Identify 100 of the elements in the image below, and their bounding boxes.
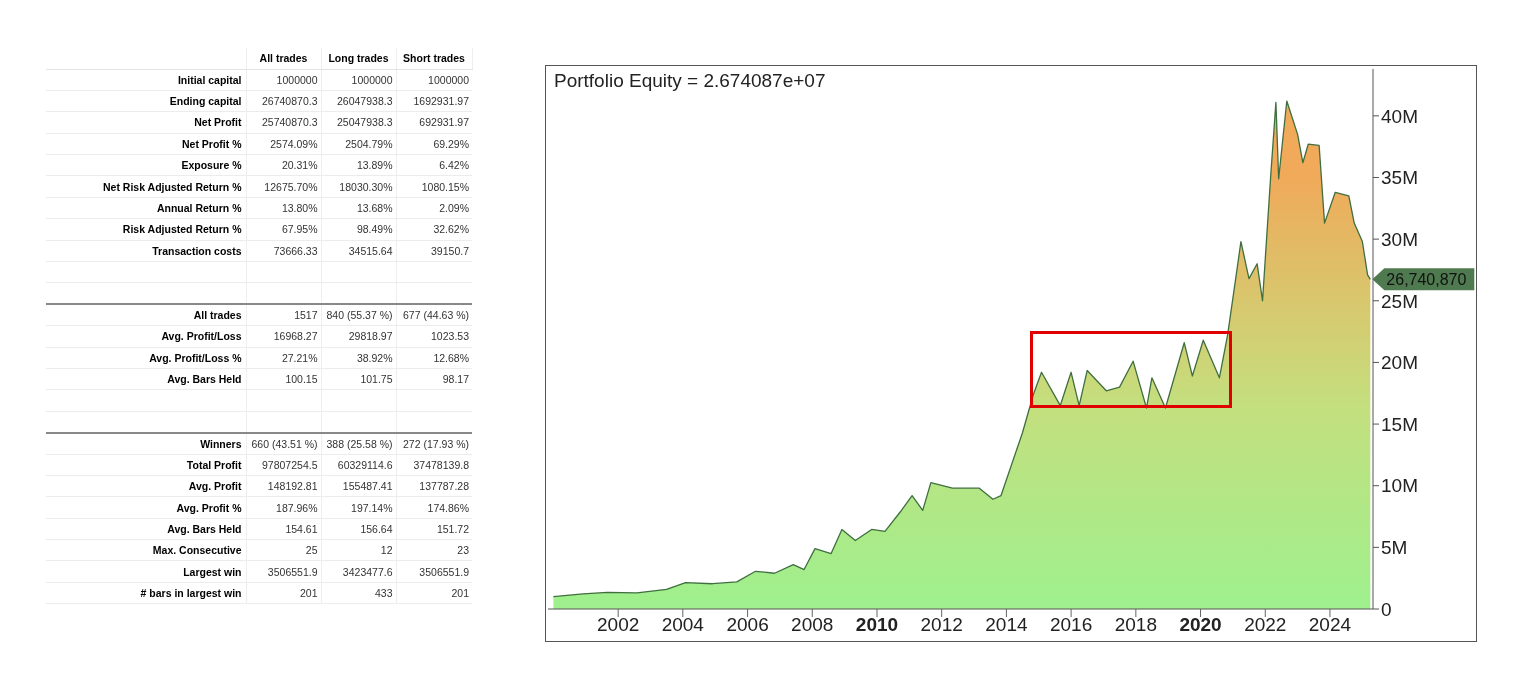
text: 3506551.9	[419, 565, 469, 578]
category-label: Net Risk Adjusted Return %	[103, 180, 242, 193]
category-label: Short trades	[396, 48, 472, 69]
category-label: Risk Adjusted Return %	[122, 223, 242, 236]
text: 101.75	[360, 373, 393, 386]
x-tick-label: 2022	[1244, 614, 1287, 635]
text: 197.14%	[351, 501, 393, 514]
text: 13.89%	[356, 159, 393, 172]
text: 2504.79%	[345, 137, 393, 150]
x-tick-label: 2020	[1179, 614, 1222, 635]
x-tick-label: 2024	[1308, 614, 1352, 635]
category-label: Ending capital	[169, 95, 242, 108]
text: 1517	[294, 309, 318, 322]
category-label: All trades	[246, 48, 321, 69]
text: 38.92%	[356, 351, 393, 364]
text: 692931.97	[419, 116, 469, 129]
text: 201	[451, 587, 469, 600]
text: 148192.81	[267, 480, 318, 493]
text: 155487.41	[342, 480, 393, 493]
x-tick-label: 2010	[855, 614, 899, 635]
text: 187.96%	[276, 501, 318, 514]
category-label: Avg. Profit %	[176, 501, 242, 514]
category-label: Long trades	[321, 48, 396, 69]
text: 25	[305, 544, 318, 557]
x-tick-label: 2012	[920, 614, 963, 635]
y-tick-label: 35M	[1381, 167, 1418, 189]
text: 98.49%	[356, 223, 393, 236]
category-label: Avg. Profit/Loss %	[149, 351, 242, 364]
text: 98.17	[442, 373, 469, 386]
x-tick-label: 2004	[661, 614, 705, 635]
category-label: All trades	[193, 309, 242, 322]
text: 1000000	[428, 73, 469, 86]
x-tick-label: 2016	[1049, 614, 1093, 635]
text: 13.80%	[281, 202, 318, 215]
category-label: Max. Consecutive	[152, 544, 242, 557]
chart-title: Portfolio Equity = 2.674087e+07	[554, 70, 826, 92]
text: 3506551.9	[267, 565, 318, 578]
text: 60329114.6	[337, 458, 393, 471]
text: 39150.7	[431, 244, 469, 257]
text: 154.61	[285, 522, 318, 535]
category-label: Winners	[200, 437, 242, 450]
x-tick-label: 2002	[597, 614, 640, 635]
text: 26047938.3	[337, 95, 393, 108]
text: 151.72	[436, 522, 469, 535]
text: 156.64	[360, 522, 393, 535]
text: 1692931.97	[413, 95, 469, 108]
text: 69.29%	[433, 137, 469, 150]
text: 23	[457, 544, 469, 557]
category-label: Avg. Profit	[188, 480, 242, 493]
text: 12	[380, 544, 393, 557]
text: 37478139.8	[413, 458, 469, 471]
text: 272 (17.93 %)	[403, 437, 469, 450]
category-label: Avg. Bars Held	[167, 373, 242, 386]
y-tick-label: 25M	[1381, 290, 1418, 312]
text: 73666.33	[273, 244, 318, 257]
text: 1023.53	[431, 330, 469, 343]
y-tick-label: 5M	[1381, 537, 1408, 559]
annotation: 26,740,870	[1386, 271, 1467, 289]
category-label: Net Profit	[194, 116, 242, 129]
category-label: Exposure %	[181, 159, 242, 172]
text: 12675.70%	[264, 180, 318, 193]
y-tick-label: 10M	[1381, 475, 1418, 497]
text: 26740870.3	[262, 95, 318, 108]
text: 67.95%	[281, 223, 318, 236]
category-label: Annual Return %	[156, 202, 242, 215]
text: 1000000	[276, 73, 318, 86]
text: 16968.27	[273, 330, 318, 343]
text: 201	[299, 587, 318, 600]
category-label: Largest win	[183, 565, 242, 578]
text: 1000000	[351, 73, 393, 86]
category-label: # bars in largest win	[140, 587, 242, 600]
text: 2.09%	[439, 202, 469, 215]
text: 1080.15%	[421, 180, 469, 193]
text: 3423477.6	[342, 565, 393, 578]
text: 100.15	[285, 373, 318, 386]
text: 137787.28	[419, 480, 469, 493]
text: 29818.97	[348, 330, 393, 343]
text: 25047938.3	[337, 116, 393, 129]
text: 12.68%	[433, 351, 469, 364]
text: 677 (44.63 %)	[403, 309, 469, 322]
text: 34515.64	[348, 244, 393, 257]
text: 27.21%	[281, 351, 318, 364]
y-tick-label: 15M	[1381, 413, 1418, 435]
y-tick-label: 20M	[1381, 352, 1418, 374]
y-tick-label: 0	[1381, 598, 1392, 620]
text: 840 (55.37 %)	[326, 309, 393, 322]
x-tick-label: 2018	[1114, 614, 1157, 635]
category-label: Initial capital	[177, 73, 242, 86]
category-label: Transaction costs	[152, 244, 242, 257]
category-label: Avg. Profit/Loss	[161, 330, 242, 343]
x-tick-label: 2006	[726, 614, 769, 635]
y-tick-label: 30M	[1381, 228, 1418, 250]
text: 388 (25.58 %)	[326, 437, 393, 450]
text: 660 (43.51 %)	[251, 437, 318, 450]
text: 25740870.3	[262, 116, 318, 129]
text: 20.31%	[281, 159, 318, 172]
y-tick-label: 40M	[1381, 105, 1418, 127]
text: 13.68%	[356, 202, 393, 215]
category-label: Total Profit	[186, 458, 242, 471]
text: 6.42%	[439, 159, 469, 172]
